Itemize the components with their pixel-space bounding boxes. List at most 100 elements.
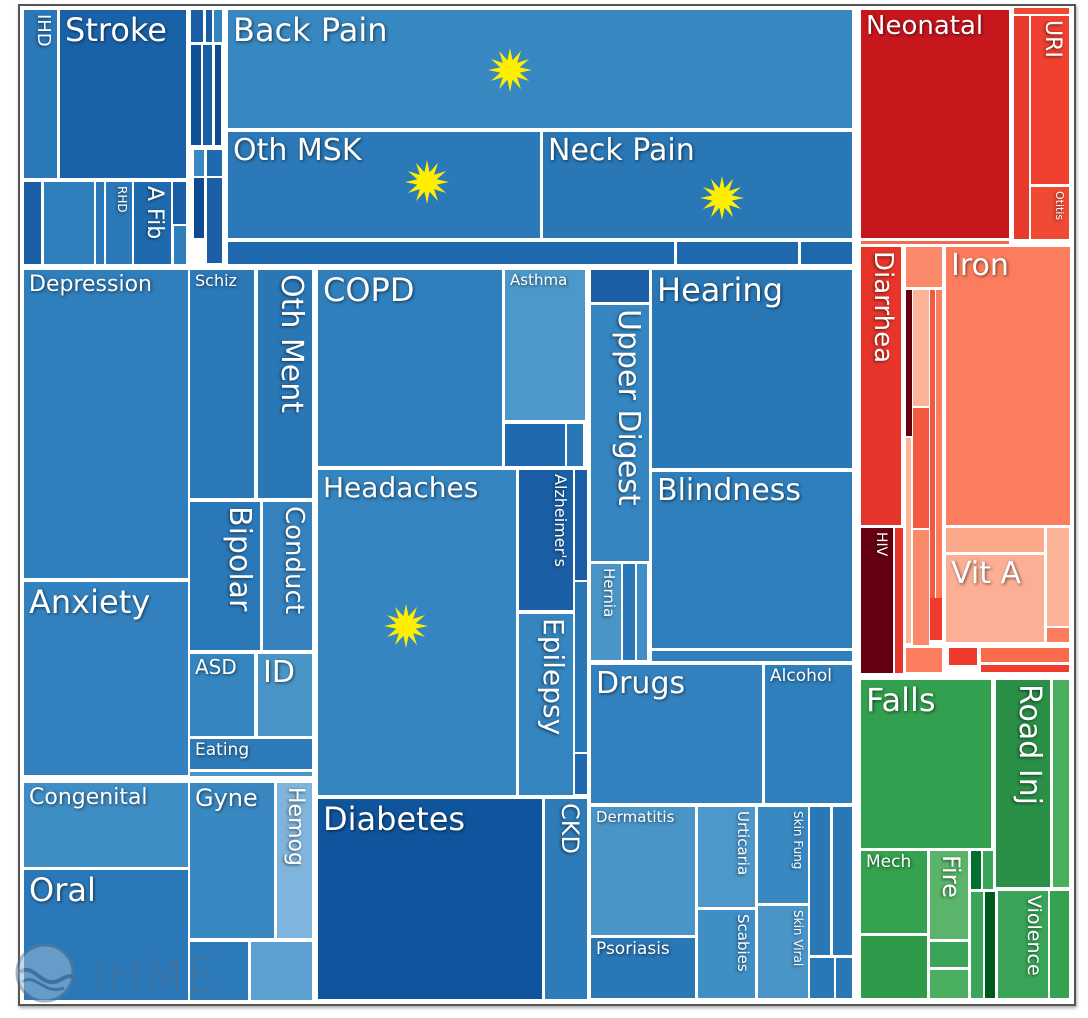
cell-conduct[interactable]: Conduct [263, 502, 312, 650]
cell-dermatitis[interactable]: Dermatitis [591, 807, 695, 935]
cell-neonatal[interactable]: Neonatal [861, 10, 1009, 238]
cell[interactable] [913, 290, 929, 406]
cell-uri[interactable]: URI [1031, 16, 1069, 184]
cell-congenital[interactable]: Congenital [24, 783, 188, 867]
cell[interactable] [44, 182, 94, 264]
cell[interactable] [913, 408, 929, 528]
cell[interactable] [575, 470, 587, 580]
cell[interactable] [1050, 891, 1069, 998]
cell[interactable] [810, 807, 830, 955]
cell[interactable] [906, 648, 942, 672]
cell-skin-viral[interactable]: Skin Viral [758, 906, 808, 998]
cell[interactable] [623, 564, 635, 660]
cell[interactable] [801, 242, 852, 264]
cell[interactable] [215, 45, 221, 145]
cell[interactable] [191, 10, 203, 42]
cell[interactable] [190, 772, 312, 776]
cell-upper-digest[interactable]: Upper Digest [591, 305, 649, 561]
cell[interactable] [906, 290, 912, 436]
cell[interactable] [214, 10, 222, 42]
cell[interactable] [861, 936, 927, 998]
cell-mech[interactable]: Mech [861, 851, 927, 933]
cell-oth-msk[interactable]: Oth MSK [228, 132, 540, 238]
cell[interactable] [24, 182, 41, 264]
cell-gyne[interactable]: Gyne [190, 783, 274, 938]
cell[interactable] [906, 438, 911, 643]
cell-otitis[interactable]: Otitis [1031, 187, 1069, 239]
cell-alcohol[interactable]: Alcohol [765, 665, 852, 803]
cell-violence[interactable]: Violence [998, 891, 1048, 998]
cell[interactable] [190, 942, 248, 1000]
cell[interactable] [895, 528, 903, 673]
cell-hemog[interactable]: Hemog [277, 783, 312, 938]
cell[interactable] [930, 290, 935, 640]
cell[interactable] [810, 958, 834, 998]
cell-diarrhea[interactable]: Diarrhea [861, 247, 901, 525]
cell[interactable] [1047, 628, 1069, 642]
cell[interactable] [971, 892, 983, 998]
cell[interactable] [677, 242, 798, 264]
cell-skin-fung[interactable]: Skin Fung [758, 807, 808, 903]
cell[interactable] [981, 648, 1069, 662]
cell[interactable] [575, 582, 587, 752]
cell[interactable] [1047, 528, 1069, 626]
cell[interactable] [505, 424, 565, 466]
cell[interactable] [981, 665, 1069, 672]
cell-a-fib[interactable]: A Fib [134, 182, 171, 264]
cell-id[interactable]: ID [258, 654, 312, 736]
cell-depression[interactable]: Depression [24, 270, 188, 578]
cell-copd[interactable]: COPD [318, 270, 502, 466]
cell[interactable] [985, 892, 995, 998]
cell-road-inj[interactable]: Road Inj [996, 680, 1050, 887]
cell-scabies[interactable]: Scabies [698, 910, 755, 998]
cell-asthma[interactable]: Asthma [505, 270, 585, 420]
cell[interactable] [861, 241, 1009, 244]
cell[interactable] [251, 942, 312, 1000]
cell-diabetes[interactable]: Diabetes [318, 799, 542, 999]
cell[interactable] [207, 150, 222, 176]
cell-drugs[interactable]: Drugs [591, 665, 762, 803]
cell[interactable] [930, 598, 942, 640]
cell-iron[interactable]: Iron [946, 247, 1070, 525]
cell[interactable] [930, 970, 968, 998]
cell[interactable] [637, 564, 647, 660]
cell-urticaria[interactable]: Urticaria [698, 807, 755, 907]
cell[interactable] [228, 242, 674, 264]
cell[interactable] [194, 178, 204, 238]
cell-hiv[interactable]: HIV [861, 528, 893, 673]
cell-stroke[interactable]: Stroke [60, 10, 186, 178]
cell[interactable] [971, 851, 981, 889]
cell-falls[interactable]: Falls [861, 680, 991, 848]
cell[interactable] [174, 226, 186, 264]
cell-ihd[interactable]: IHD [24, 10, 57, 178]
cell-asd[interactable]: ASD [190, 654, 254, 736]
cell[interactable] [983, 851, 993, 889]
cell-hearing[interactable]: Hearing [652, 270, 852, 468]
cell[interactable] [1014, 8, 1069, 14]
cell-hernia[interactable]: Hernia [591, 564, 621, 660]
cell-oth-ment[interactable]: Oth Ment [258, 270, 312, 498]
cell-epilepsy[interactable]: Epilepsy [519, 614, 573, 795]
cell[interactable] [946, 528, 1044, 552]
cell[interactable] [173, 182, 186, 224]
cell[interactable] [936, 290, 942, 640]
cell[interactable] [1053, 680, 1069, 887]
cell-eating[interactable]: Eating [190, 739, 312, 769]
cell[interactable] [207, 178, 222, 263]
cell-fire[interactable]: Fire [930, 851, 968, 939]
cell[interactable] [833, 807, 852, 955]
cell-anxiety[interactable]: Anxiety [24, 582, 188, 775]
cell-vit-a[interactable]: Vit A [946, 555, 1044, 642]
cell[interactable] [913, 530, 929, 645]
cell-bipolar[interactable]: Bipolar [190, 502, 260, 650]
cell-neck-pain[interactable]: Neck Pain [543, 132, 852, 238]
cell-blindness[interactable]: Blindness [652, 472, 852, 648]
cell[interactable] [930, 942, 968, 967]
cell[interactable] [591, 270, 649, 302]
cell-back-pain[interactable]: Back Pain [228, 10, 852, 128]
cell-alzheimer-s[interactable]: Alzheimer's [519, 470, 573, 610]
cell[interactable] [96, 182, 104, 264]
cell[interactable] [1014, 16, 1029, 239]
cell-ckd[interactable]: CKD [545, 799, 587, 999]
cell[interactable] [191, 45, 201, 145]
